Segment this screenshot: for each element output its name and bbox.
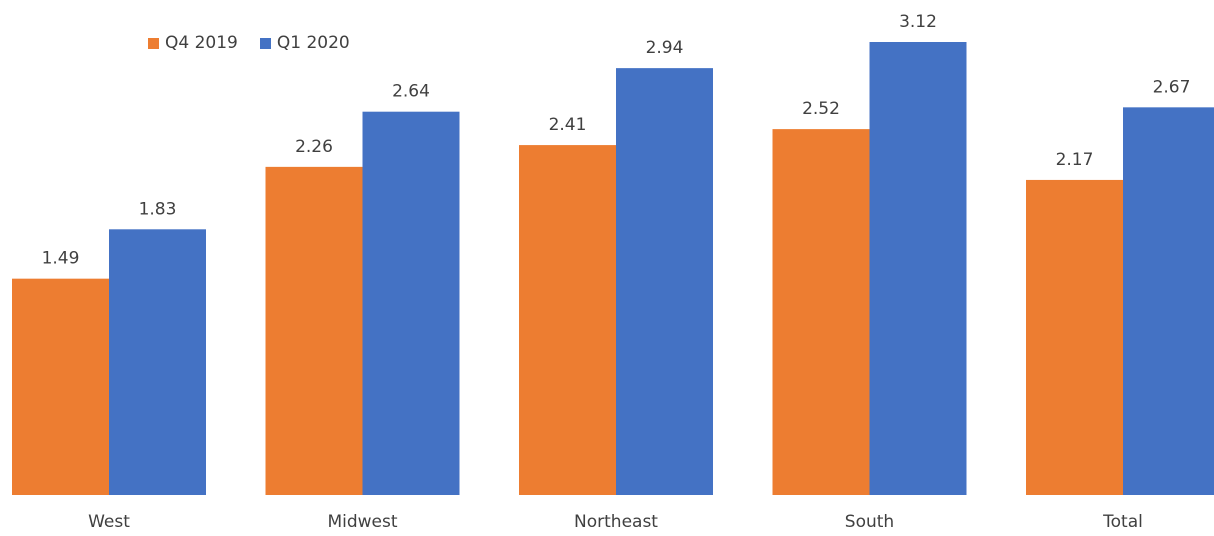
legend: Q4 2019 Q1 2020	[148, 33, 372, 53]
x-tick-label-west: West	[88, 512, 130, 532]
data-label-midwest-q4-2019: 2.26	[295, 137, 333, 157]
bar-south-q1-2020	[869, 42, 967, 495]
data-label-total-q1-2020: 2.67	[1153, 77, 1191, 97]
x-tick-label-northeast: Northeast	[574, 512, 658, 532]
x-tick-label-midwest: Midwest	[327, 512, 397, 532]
data-label-midwest-q1-2020: 2.64	[392, 82, 430, 102]
legend-swatch-q4-2019	[148, 37, 159, 49]
x-tick-label-south: South	[845, 512, 894, 532]
x-tick-label-total: Total	[1102, 512, 1143, 532]
legend-label-q1-2020: Q1 2020	[276, 33, 350, 53]
bar-midwest-q1-2020	[362, 111, 460, 495]
legend-item-q1-2020: Q1 2020	[259, 33, 350, 53]
data-label-south-q4-2019: 2.52	[802, 99, 840, 119]
legend-swatch-q1-2020	[259, 37, 271, 49]
data-label-northeast-q4-2019: 2.41	[549, 115, 587, 135]
data-label-total-q4-2019: 2.17	[1056, 150, 1094, 170]
data-label-west-q4-2019: 1.49	[42, 249, 80, 269]
bar-total-q4-2019	[1026, 179, 1123, 496]
data-label-northeast-q1-2020: 2.94	[646, 38, 684, 58]
data-label-west-q1-2020: 1.83	[139, 199, 177, 219]
bar-midwest-q4-2019	[265, 166, 363, 495]
legend-item-q4-2019: Q4 2019	[148, 33, 238, 53]
bar-total-q1-2020	[1123, 107, 1214, 495]
bar-west-q4-2019	[12, 278, 109, 495]
bar-northeast-q4-2019	[519, 145, 616, 495]
data-label-south-q1-2020: 3.12	[899, 12, 937, 32]
bar-west-q1-2020	[109, 229, 206, 495]
legend-label-q4-2019: Q4 2019	[165, 33, 238, 53]
bar-south-q4-2019	[772, 129, 870, 495]
bar-northeast-q1-2020	[616, 68, 713, 495]
